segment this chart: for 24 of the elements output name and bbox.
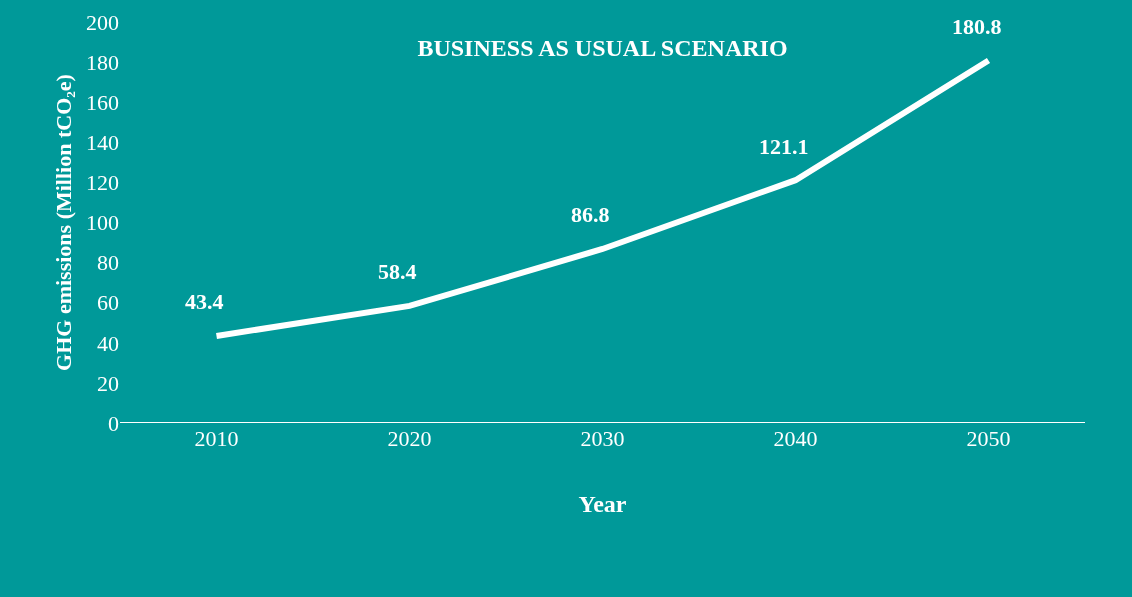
y-tick-label: 0 (108, 410, 119, 436)
x-axis-title: Year (578, 491, 627, 518)
text: BUSINESS AS USUAL SCENARIO (417, 34, 788, 61)
y-tick-label: 200 (86, 9, 119, 35)
y-tick-label: 40 (97, 330, 119, 356)
y-tick-label: 160 (86, 89, 119, 115)
y-tick-label: 180 (86, 49, 119, 75)
y-tick-label: 80 (97, 250, 119, 276)
y-tick-label: 140 (86, 130, 119, 155)
y-tick-label: 60 (97, 290, 119, 316)
x-tick-label: 2010 (194, 426, 239, 451)
x-tick-label: 2050 (966, 426, 1011, 451)
y-tick-label: 100 (86, 210, 119, 236)
data-label: 180.8 (952, 14, 1002, 39)
x-tick-label: 2040 (773, 426, 818, 451)
data-label: 58.4 (378, 259, 417, 284)
data-label: 86.8 (571, 202, 610, 227)
data-label: 121.1 (759, 134, 809, 159)
y-tick-label: 20 (97, 370, 119, 396)
data-label: 43.4 (185, 289, 224, 314)
y-axis-title: GHG emissions (Million tCO₂e) (50, 74, 76, 371)
x-tick-label: 2030 (580, 426, 625, 451)
y-tick-label: 120 (86, 170, 119, 196)
x-tick-label: 2020 (387, 426, 432, 451)
